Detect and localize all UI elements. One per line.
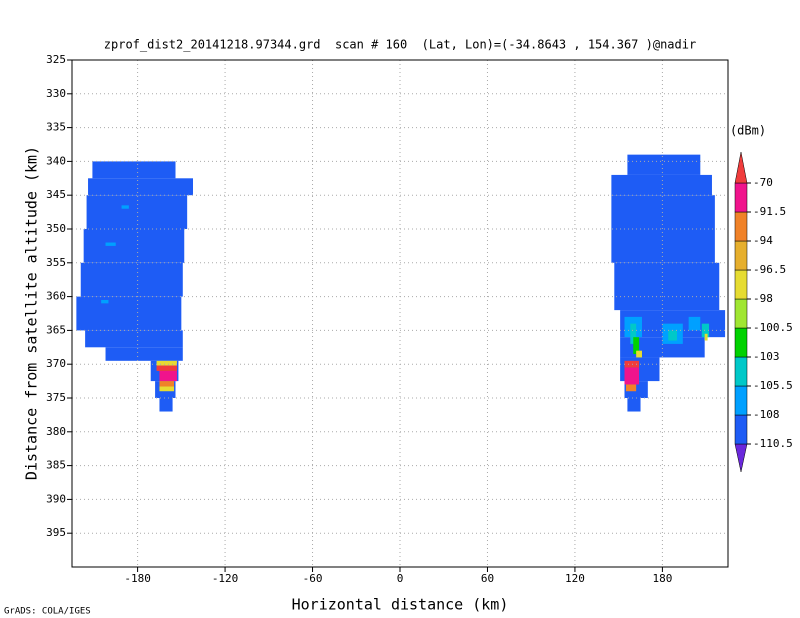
cell [159,386,175,392]
cell [159,381,175,387]
cell [80,262,183,297]
y-tick-label: 380 [46,425,66,438]
colorbar-segment [734,211,748,242]
cell [85,330,183,348]
cell [624,360,640,368]
y-axis-label: Distance from satellite altitude (km) [23,146,41,480]
colorbar-segment [734,182,748,213]
y-tick-label: 350 [46,222,66,235]
cell [101,299,109,304]
cell [704,333,708,341]
cell [92,161,176,179]
x-tick-label: 60 [481,572,494,585]
cell [611,195,715,263]
colorbar-label: -98 [753,292,773,305]
credit: GrADS: COLA/IGES [4,607,91,617]
colorbar-label: -103 [753,350,780,363]
cell [105,242,116,246]
cell [156,365,177,371]
cell [701,323,710,338]
x-tick-label: 120 [565,572,585,585]
y-tick-label: 395 [46,526,66,539]
y-tick-label: 325 [46,53,66,66]
y-tick-label: 340 [46,154,66,167]
cell [614,262,720,311]
cell [688,316,701,331]
colorbar-segment [734,356,748,387]
cell [627,398,641,412]
cell [624,367,640,385]
cell [625,384,637,392]
cell [76,296,182,331]
colorbar-segment [734,151,748,184]
plot-frame [71,59,729,568]
cell [156,360,177,366]
y-tick-label: 330 [46,87,66,100]
y-tick-label: 365 [46,323,66,336]
cell [636,350,642,358]
colorbar-label: -94 [753,234,773,247]
colorbar-label: -110.5 [753,437,793,450]
cell [121,205,129,209]
colorbar-label: -91.5 [753,205,786,218]
cell [668,330,677,341]
y-tick-label: 370 [46,357,66,370]
colorbar-segment [734,240,748,271]
colorbar-label: -96.5 [753,263,786,276]
x-tick-label: -180 [124,572,151,585]
y-tick-label: 360 [46,290,66,303]
colorbar-label: -100.5 [753,321,793,334]
y-tick-label: 375 [46,391,66,404]
y-tick-label: 345 [46,188,66,201]
cell [633,337,640,355]
cell [159,370,177,382]
colorbar-label: -70 [753,176,773,189]
cell [83,229,185,263]
cell [627,154,701,175]
y-tick-label: 385 [46,459,66,472]
y-tick-label: 390 [46,492,66,505]
colorbar-label: -105.5 [753,379,793,392]
cell [611,174,712,196]
cell [86,195,188,229]
colorbar-segment [734,298,748,329]
cell [88,178,193,196]
colorbar-segment [734,385,748,416]
x-tick-label: -120 [212,572,239,585]
x-tick-label: -60 [303,572,323,585]
y-tick-label: 335 [46,121,66,134]
colorbar-segment [734,414,748,445]
chart-title: zprof_dist2_20141218.97344.grd scan # 16… [104,38,696,52]
y-tick-label: 355 [46,256,66,269]
colorbar-segment [734,327,748,358]
x-tick-label: 0 [397,572,404,585]
x-axis-label: Horizontal distance (km) [292,596,509,614]
colorbar-segment [734,269,748,300]
colorbar-label: -108 [753,408,780,421]
colorbar-title: (dBm) [730,124,766,138]
cell [630,323,637,344]
x-tick-label: 180 [652,572,672,585]
cell [105,347,183,361]
cell [159,398,173,412]
